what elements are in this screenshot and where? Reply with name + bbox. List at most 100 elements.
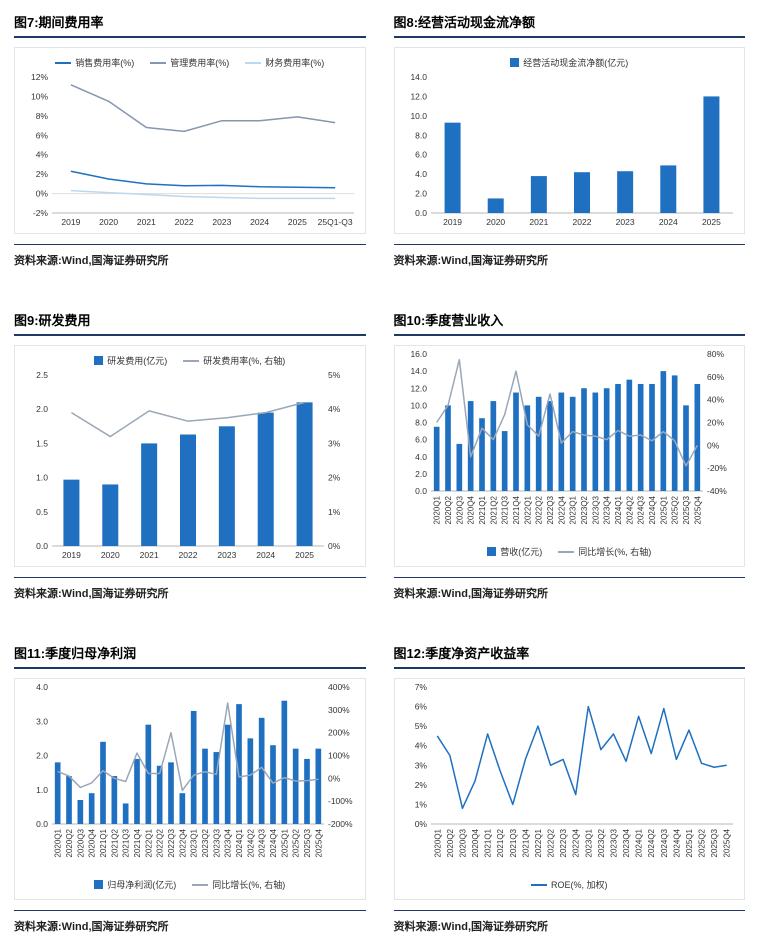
svg-text:2022Q1: 2022Q1	[534, 828, 543, 857]
svg-text:2020Q1: 2020Q1	[433, 495, 442, 524]
svg-text:2020Q3: 2020Q3	[456, 495, 465, 524]
svg-text:80%: 80%	[707, 349, 724, 359]
svg-text:6.0: 6.0	[415, 435, 427, 445]
svg-text:-40%: -40%	[707, 486, 727, 496]
svg-text:2022: 2022	[174, 217, 193, 227]
svg-text:2025Q1: 2025Q1	[685, 828, 694, 857]
legend-label: 同比增长(%, 右轴)	[578, 547, 652, 557]
svg-text:2024Q1: 2024Q1	[614, 495, 623, 524]
svg-text:4%: 4%	[35, 150, 48, 160]
svg-text:2020Q2: 2020Q2	[444, 495, 453, 524]
svg-text:2020Q1: 2020Q1	[434, 828, 443, 857]
svg-text:2025Q4: 2025Q4	[694, 495, 703, 524]
svg-text:4.0: 4.0	[36, 682, 48, 692]
svg-text:6%: 6%	[415, 702, 428, 712]
svg-text:4%: 4%	[415, 741, 428, 751]
legend-label: 财务费用率(%)	[265, 58, 325, 68]
svg-text:2020Q4: 2020Q4	[467, 495, 476, 524]
legend-label: 营收(亿元)	[500, 547, 543, 557]
svg-text:2023Q2: 2023Q2	[580, 495, 589, 524]
svg-text:2020: 2020	[99, 217, 118, 227]
svg-text:2023Q3: 2023Q3	[610, 828, 619, 857]
svg-text:2022Q1: 2022Q1	[524, 495, 533, 524]
svg-text:0%: 0%	[328, 541, 341, 551]
legend-swatch-line	[558, 550, 575, 553]
figure-9-chart: 研发费用(亿元) 研发费用率(%, 右轴) 0.0 0.5 1.0 1.5 2.0 2.5 0…	[14, 345, 366, 567]
figure-10-canvas: 0.0 2.0 4.0 6.0 8.0 10.0 12.0 14.0 16.0 -40% -20% 0…	[411, 349, 728, 524]
svg-text:1.0: 1.0	[36, 785, 48, 795]
svg-text:2021Q4: 2021Q4	[522, 828, 531, 857]
figure-8-panel: 图8:经营活动现金流净额 经营活动现金流净额(亿元) 0.0 2.0 4.0 6.0 8…	[393, 10, 745, 268]
svg-text:-2%: -2%	[33, 208, 49, 218]
figure-10-legend-bottom: 营收(亿元) 同比增长(%, 右轴)	[487, 543, 651, 564]
svg-text:10.0: 10.0	[411, 400, 428, 410]
legend-label: ROE(%, 加权)	[550, 880, 608, 890]
svg-text:2023Q1: 2023Q1	[569, 495, 578, 524]
svg-text:2020Q1: 2020Q1	[53, 828, 62, 857]
svg-text:8%: 8%	[35, 111, 48, 121]
svg-text:2019: 2019	[62, 550, 81, 560]
figure-9-title: 图9:研发费用	[14, 308, 366, 336]
svg-text:2020Q2: 2020Q2	[65, 828, 74, 857]
svg-text:20%: 20%	[707, 418, 724, 428]
svg-text:2021Q4: 2021Q4	[133, 828, 142, 857]
svg-text:2021Q1: 2021Q1	[99, 828, 108, 857]
svg-text:2024Q1: 2024Q1	[235, 828, 244, 857]
svg-text:2021: 2021	[530, 217, 549, 227]
svg-text:2024Q4: 2024Q4	[648, 495, 657, 524]
svg-text:10.0: 10.0	[411, 111, 428, 121]
svg-text:2021Q1: 2021Q1	[478, 495, 487, 524]
svg-text:2025Q1: 2025Q1	[280, 828, 289, 857]
svg-text:2021Q2: 2021Q2	[490, 495, 499, 524]
svg-text:3%: 3%	[415, 760, 428, 770]
svg-text:2021: 2021	[137, 217, 156, 227]
svg-text:2025Q4: 2025Q4	[314, 828, 323, 857]
svg-text:2023Q1: 2023Q1	[189, 828, 198, 857]
legend-label: 销售费用率(%)	[75, 58, 135, 68]
svg-text:2022Q2: 2022Q2	[535, 495, 544, 524]
legend-item: 研发费用率(%, 右轴)	[183, 354, 285, 367]
legend-item: 营收(亿元)	[487, 545, 542, 558]
svg-text:0%: 0%	[328, 773, 341, 783]
svg-text:400%: 400%	[328, 682, 350, 692]
svg-text:2025Q2: 2025Q2	[698, 828, 707, 857]
svg-text:3%: 3%	[328, 438, 341, 448]
svg-text:1.0: 1.0	[36, 473, 48, 483]
legend-item: ROE(%, 加权)	[530, 878, 608, 891]
figure-10-panel: 图10:季度营业收入 0.0 2.0 4.0 6.0 8.0 10.0 12.0 14.0 16…	[393, 308, 745, 601]
legend-label: 研发费用率(%, 右轴)	[203, 356, 286, 366]
svg-text:2023: 2023	[217, 550, 236, 560]
svg-text:2021Q1: 2021Q1	[484, 828, 493, 857]
svg-text:2020Q4: 2020Q4	[87, 828, 96, 857]
svg-text:12.0: 12.0	[411, 91, 428, 101]
svg-text:0%: 0%	[415, 819, 428, 829]
svg-text:2021Q4: 2021Q4	[512, 495, 521, 524]
svg-text:2024: 2024	[250, 217, 269, 227]
legend-swatch-line	[150, 61, 167, 64]
legend-item: 同比增长(%, 右轴)	[558, 545, 651, 558]
svg-text:2025Q2: 2025Q2	[291, 828, 300, 857]
svg-text:4.0: 4.0	[415, 452, 427, 462]
legend-label: 归母净利润(亿元)	[107, 880, 177, 890]
svg-text:2025Q1: 2025Q1	[660, 495, 669, 524]
svg-text:2022Q1: 2022Q1	[144, 828, 153, 857]
svg-text:2024Q4: 2024Q4	[269, 828, 278, 857]
svg-text:2024Q2: 2024Q2	[647, 828, 656, 857]
svg-text:8.0: 8.0	[415, 418, 427, 428]
figure-7-source: 资料来源:Wind,国海证券研究所	[14, 244, 366, 268]
svg-text:2023: 2023	[212, 217, 231, 227]
figure-9-canvas: 0.0 0.5 1.0 1.5 2.0 2.5 0% 1% 2% 3% 4% 5% 2019 2020 20…	[36, 370, 341, 560]
svg-text:0%: 0%	[707, 440, 720, 450]
figure-8-legend: 经营活动现金流净额(亿元)	[510, 50, 628, 71]
legend-item: 财务费用率(%)	[245, 56, 324, 69]
legend-item: 销售费用率(%)	[55, 56, 134, 69]
svg-text:2021Q2: 2021Q2	[110, 828, 119, 857]
svg-text:2023Q2: 2023Q2	[597, 828, 606, 857]
svg-text:2022: 2022	[178, 550, 197, 560]
svg-text:7%: 7%	[415, 682, 428, 692]
svg-text:2%: 2%	[328, 473, 341, 483]
svg-text:2023Q4: 2023Q4	[223, 828, 232, 857]
figure-9-source: 资料来源:Wind,国海证券研究所	[14, 577, 366, 601]
svg-text:10%: 10%	[31, 91, 48, 101]
